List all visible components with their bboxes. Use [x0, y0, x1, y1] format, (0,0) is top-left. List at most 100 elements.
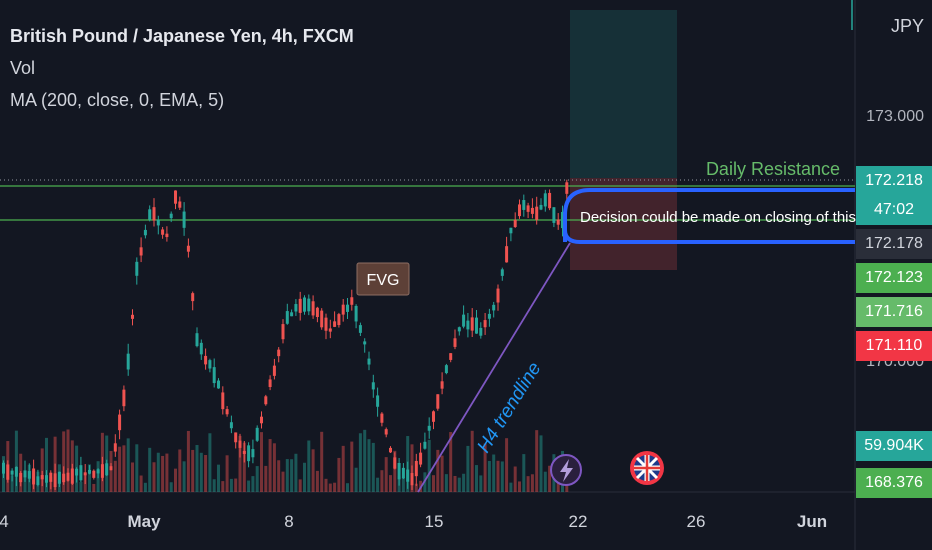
candle-body: [389, 447, 392, 453]
volume-bar: [182, 461, 186, 492]
volume-bar: [221, 481, 225, 492]
candle-body: [139, 247, 143, 256]
candle-body: [186, 245, 190, 252]
candle-body: [535, 206, 539, 220]
candle-body: [49, 472, 53, 482]
candle-body: [320, 310, 324, 328]
candle-body: [225, 409, 229, 415]
volume-bar: [453, 475, 457, 492]
candle-body: [539, 204, 543, 210]
candle-body: [492, 304, 496, 311]
candle-body: [449, 353, 453, 360]
candle-body: [427, 425, 431, 431]
legend-ma[interactable]: MA (200, close, 0, EMA, 5): [10, 90, 225, 110]
candle-body: [298, 298, 302, 313]
candle-body: [384, 429, 388, 435]
stop-tag-171110: 171.110: [856, 331, 932, 361]
candle-body: [475, 317, 478, 334]
legend-volume[interactable]: Vol: [10, 58, 36, 78]
candle-body: [290, 312, 294, 317]
candle-body: [195, 333, 199, 347]
volume-bar: [513, 466, 517, 492]
volume-bar: [414, 483, 418, 492]
volume-bar: [10, 475, 14, 492]
volume-bar: [444, 474, 448, 492]
candle-body: [363, 341, 367, 345]
target-zone[interactable]: [570, 10, 677, 178]
volume-bar: [427, 439, 431, 492]
volume-bar: [492, 454, 496, 492]
candle-body: [543, 193, 547, 207]
candle-body: [40, 475, 44, 480]
volume-bar: [307, 440, 311, 492]
volume-bar: [135, 444, 139, 492]
candle-body: [36, 476, 40, 485]
volume-bar: [475, 465, 478, 492]
candle-body: [337, 314, 341, 326]
candle-body: [268, 379, 272, 388]
candle-body: [229, 422, 233, 429]
volume-bar: [264, 465, 268, 492]
candle-body: [264, 396, 268, 405]
candle-body: [466, 320, 470, 330]
candle-body: [513, 219, 517, 227]
volume-bar: [479, 475, 483, 492]
candle-body: [221, 392, 225, 410]
lightning-icon[interactable]: [550, 454, 582, 486]
volume-bar: [530, 474, 534, 492]
level-tag-171716: 171.716: [856, 297, 932, 327]
volume-bar: [88, 464, 91, 492]
volume-bar: [148, 447, 152, 492]
volume-bar: [457, 477, 461, 492]
candle-body: [509, 227, 513, 234]
volume-bar: [225, 455, 229, 492]
date-tick-8: 8: [284, 512, 294, 531]
volume-bar: [436, 449, 440, 492]
stop-zone[interactable]: [570, 178, 677, 270]
candle-body: [311, 301, 315, 316]
volume-bar: [483, 443, 487, 492]
volume-bar: [526, 476, 530, 492]
volume-bar: [346, 483, 349, 492]
candle-body: [401, 467, 405, 479]
candle-body: [156, 219, 160, 226]
volume-bar: [470, 430, 474, 492]
callout-outline-bottom: [563, 229, 855, 244]
price-tick-173: 173.000: [866, 108, 924, 125]
decision-note[interactable]: Decision could be made on closing of thi…: [580, 209, 900, 226]
volume-bar: [204, 455, 208, 492]
level-tag-172123: 172.123: [856, 263, 932, 293]
uk-flag-icon[interactable]: [630, 451, 664, 485]
volume-bar: [328, 483, 332, 492]
callout-outline-top: [563, 188, 855, 242]
candle-body: [380, 413, 384, 423]
volume-bar: [40, 448, 44, 492]
h4-trendline[interactable]: [417, 242, 571, 493]
legend-title[interactable]: British Pound / Japanese Yen, 4h, FXCM: [10, 26, 354, 46]
volume-bar: [341, 445, 345, 492]
volume-bar: [234, 478, 238, 492]
candle-body: [212, 367, 216, 384]
volume-bar: [122, 445, 126, 492]
volume-bar: [143, 482, 147, 492]
candle-body: [251, 449, 255, 458]
candle-body: [496, 288, 500, 303]
volume-bar: [169, 482, 173, 492]
candle-body: [234, 432, 238, 443]
candle-body: [255, 427, 259, 441]
candle-body: [126, 353, 130, 370]
fvg-box[interactable]: [356, 262, 410, 296]
volume-bar: [393, 450, 397, 492]
candle-body: [548, 192, 552, 209]
volume-bar: [186, 430, 190, 492]
candle-body: [315, 307, 319, 317]
candle-body: [217, 380, 220, 389]
candle-body: [152, 207, 156, 221]
date-tick-22: 22: [568, 512, 588, 531]
date-tick-may: May: [127, 512, 161, 531]
volume-bar: [487, 460, 491, 492]
volume-bar: [126, 438, 130, 492]
candle-body: [358, 325, 362, 333]
